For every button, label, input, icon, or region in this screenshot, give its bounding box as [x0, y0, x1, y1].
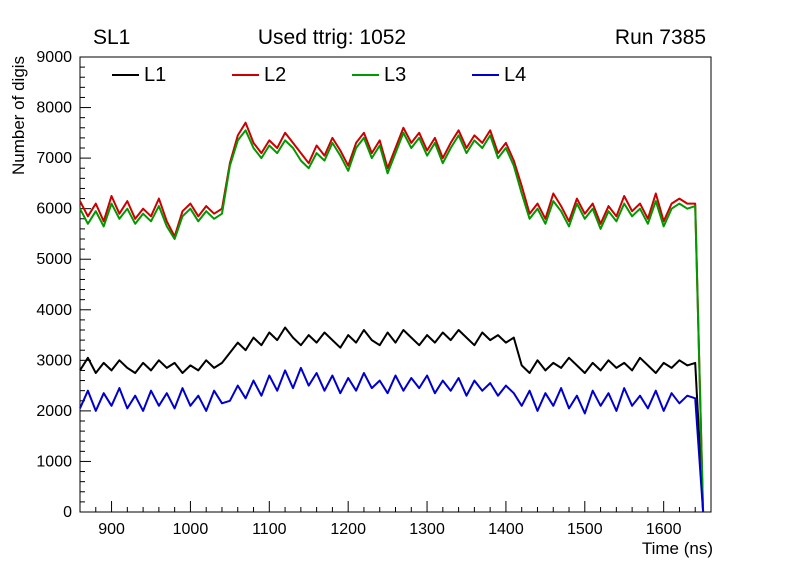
- legend-marker-l2: [232, 74, 259, 76]
- y-tick-label: 3000: [36, 352, 72, 369]
- x-tick-label: 1100: [252, 521, 287, 538]
- legend-marker-l1: [112, 74, 139, 76]
- x-tick-label: 1200: [330, 521, 366, 538]
- pad-title-right: Run 7385: [614, 26, 706, 49]
- legend: L1 L2 L3 L4: [112, 63, 592, 87]
- legend-entry-l2: L2: [232, 63, 352, 87]
- series-L2: [79, 121, 705, 513]
- pad-title-left: SL1: [93, 26, 131, 49]
- legend-entry-l1: L1: [112, 63, 232, 87]
- legend-label-l3: L3: [384, 64, 407, 86]
- y-tick-label: 7000: [36, 150, 72, 167]
- legend-entry-l4: L4: [472, 63, 592, 87]
- pad-title-center: Used ttrig: 1052: [257, 26, 407, 49]
- legend-marker-l4: [472, 74, 499, 76]
- legend-entry-l3: L3: [352, 63, 472, 87]
- x-tick-label: 1600: [646, 521, 682, 538]
- x-tick-label: 1300: [409, 521, 445, 538]
- y-tick-label: 2000: [36, 403, 72, 420]
- plot-frame: [79, 56, 712, 513]
- x-tick-label: 1000: [173, 521, 209, 538]
- x-tick-label: 900: [98, 521, 125, 538]
- legend-marker-l3: [352, 74, 379, 76]
- y-tick-label: 9000: [36, 49, 72, 66]
- series-L4: [79, 366, 705, 513]
- y-axis-title: Number of digis: [9, 56, 28, 175]
- y-tick-label: 1000: [36, 453, 72, 470]
- series-L1: [79, 326, 705, 513]
- x-axis-title: Time (ns): [642, 539, 713, 558]
- y-tick-label: 4000: [36, 302, 72, 319]
- series-L3: [79, 129, 705, 513]
- y-tick-label: 8000: [36, 100, 72, 117]
- y-tick-label: 6000: [36, 201, 72, 218]
- legend-label-l4: L4: [504, 64, 527, 86]
- legend-label-l1: L1: [144, 64, 167, 86]
- y-tick-label: 5000: [36, 251, 72, 268]
- x-tick-label: 1500: [567, 521, 603, 538]
- y-tick-label: 0: [63, 504, 72, 521]
- legend-label-l2: L2: [264, 64, 287, 86]
- x-tick-label: 1400: [488, 521, 524, 538]
